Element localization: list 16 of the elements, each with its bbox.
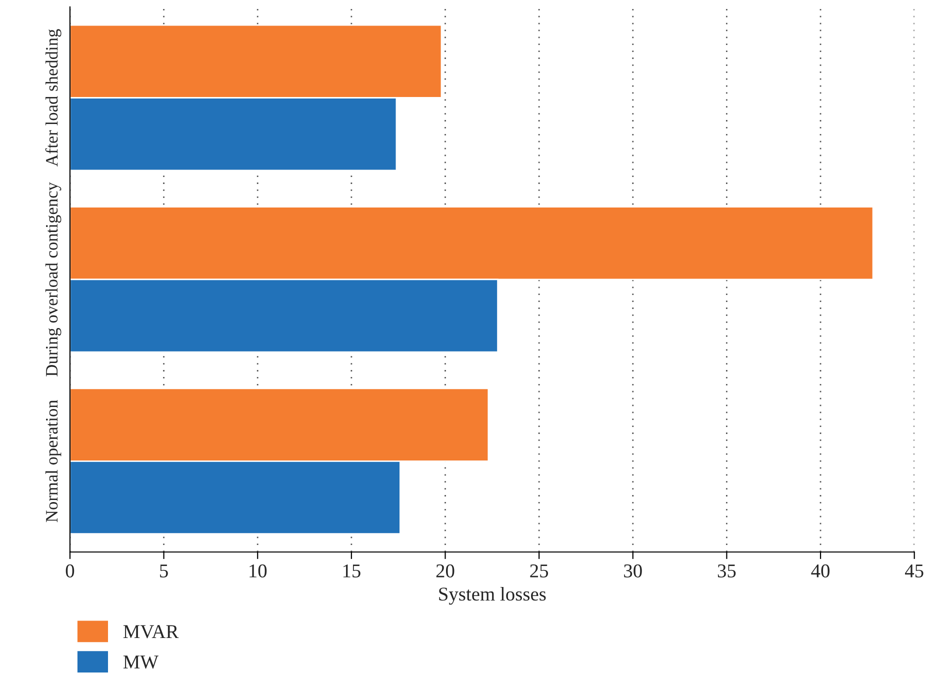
- x-tick-label: 40: [811, 564, 830, 578]
- x-tick-label: 30: [624, 564, 642, 578]
- x-tick-label: 45: [905, 564, 924, 578]
- x-tick-label: 10: [250, 564, 267, 578]
- x-tick-label: 5: [160, 564, 168, 578]
- x-axis-title: System losses: [439, 586, 546, 605]
- y-tick-label: After load shedding: [45, 29, 62, 167]
- x-tick-label: 20: [436, 564, 454, 578]
- y-tick-label: During overload contigency: [45, 182, 62, 376]
- x-tick-label: 15: [343, 564, 360, 578]
- x-tick-label: 35: [718, 564, 736, 578]
- x-tick-label: 25: [530, 564, 548, 578]
- x-tick-label: 0: [66, 564, 74, 578]
- legend-label: MW: [123, 656, 158, 669]
- legend-label: MVAR: [123, 625, 179, 638]
- y-tick-label: Normal operation: [45, 400, 62, 522]
